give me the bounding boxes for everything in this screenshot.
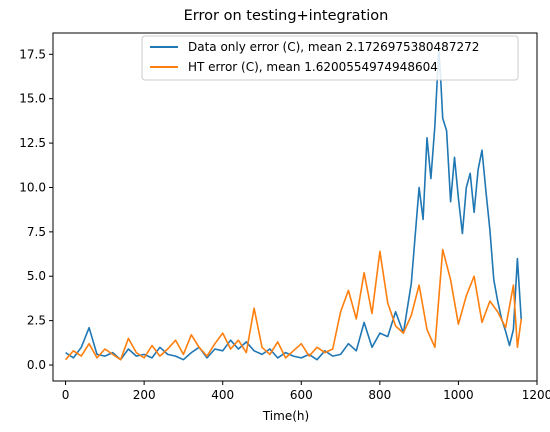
y-axis-ticks: 0.0 2.5 5.0 7.5 10.0 12.5 15.0 17.5 bbox=[19, 47, 53, 372]
x-tick-label: 1000 bbox=[443, 388, 474, 402]
y-tick-label: 2.5 bbox=[27, 314, 46, 328]
legend: Data only error (C), mean 2.172697538048… bbox=[141, 35, 519, 81]
y-tick-label: 15.0 bbox=[19, 92, 46, 106]
series-line-1 bbox=[64, 248, 523, 361]
x-tick-label: 400 bbox=[211, 388, 234, 402]
x-axis-ticks: 0 200 400 600 800 1000 1200 bbox=[62, 381, 550, 402]
x-tick-label: 800 bbox=[368, 388, 391, 402]
plot-frame bbox=[52, 32, 538, 382]
chart-title: Error on testing+integration bbox=[184, 8, 389, 24]
x-axis-label: Time(h) bbox=[262, 409, 309, 423]
y-tick-label: 0.0 bbox=[27, 358, 46, 372]
y-tick-label: 17.5 bbox=[19, 47, 46, 61]
y-tick-label: 7.5 bbox=[27, 225, 46, 239]
legend-box bbox=[141, 35, 519, 81]
legend-label-data-only: Data only error (C), mean 2.172697538048… bbox=[188, 40, 479, 54]
x-tick-label: 1200 bbox=[522, 388, 550, 402]
y-tick-label: 5.0 bbox=[27, 269, 46, 283]
series-line-0 bbox=[65, 48, 523, 361]
y-tick-label: 10.0 bbox=[19, 180, 46, 194]
y-tick-label: 12.5 bbox=[19, 136, 46, 150]
plot-lines bbox=[64, 48, 523, 361]
x-tick-label: 200 bbox=[133, 388, 156, 402]
legend-label-ht: HT error (C), mean 1.6200554974948604 bbox=[188, 60, 438, 74]
x-tick-label: 0 bbox=[62, 388, 70, 402]
x-tick-label: 600 bbox=[290, 388, 313, 402]
